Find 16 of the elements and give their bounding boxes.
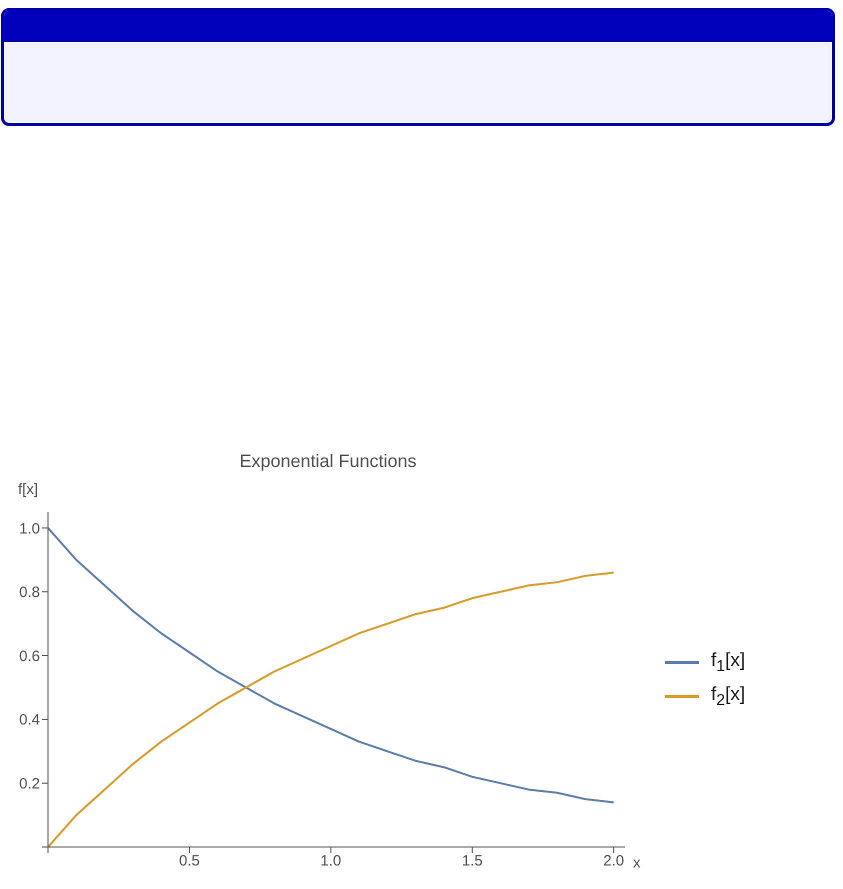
legend-label: f$_{2}$[x] — [711, 684, 746, 710]
y-tick-label: 0.4 — [19, 712, 40, 729]
x-axis-title: x — [633, 854, 641, 872]
y-tick-label: 0.6 — [19, 648, 40, 665]
y-tick-label: 0.2 — [19, 776, 40, 793]
x-tick-label: 0.5 — [178, 852, 200, 870]
y-tick-label: 1.0 — [19, 520, 40, 538]
chart-title: Exponential Functions — [238, 451, 418, 472]
x-tick-label: 2.0 — [603, 852, 624, 870]
legend-label: f$_{1}$[x] — [711, 650, 746, 676]
y-tick-label: 0.8 — [19, 584, 40, 602]
line-series — [48, 526, 615, 804]
y-axis-title: f[x] — [18, 481, 38, 498]
x-tick-label: 1.0 — [320, 852, 342, 870]
x-tick-label: 1.5 — [462, 852, 483, 870]
line-series — [48, 572, 615, 847]
